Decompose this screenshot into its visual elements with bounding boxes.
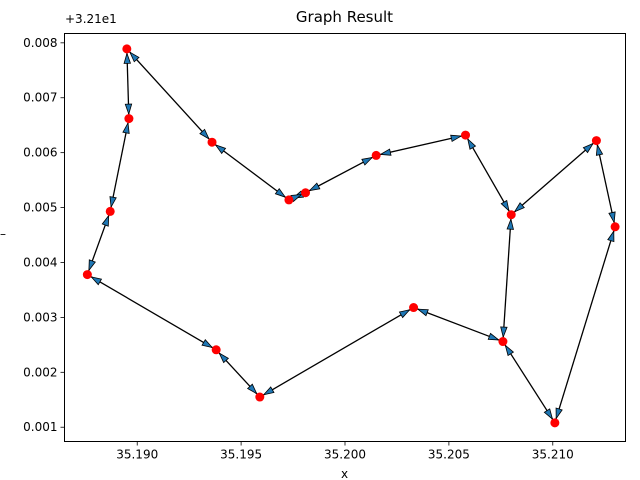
- edge-arrowhead: [214, 144, 227, 155]
- edge-arrowhead: [543, 408, 554, 421]
- graph-node: [211, 345, 221, 355]
- edge-arrowhead: [504, 344, 515, 357]
- graph-node: [124, 114, 134, 124]
- edge-arrowhead: [416, 308, 429, 317]
- graph-edge: [211, 141, 290, 201]
- graph-node: [461, 130, 471, 140]
- y-tick-label: 0.004: [23, 255, 57, 269]
- edge-arrowhead: [124, 103, 133, 116]
- graph-edge: [376, 134, 466, 157]
- edge-arrowhead: [122, 121, 130, 134]
- edge-arrowhead: [513, 202, 525, 213]
- y-tick-label: 0.002: [23, 365, 57, 379]
- graph-edge: [126, 48, 213, 143]
- x-tick-label: 35.205: [428, 448, 470, 462]
- edge-arrowhead: [109, 196, 117, 209]
- edge-arrowhead: [607, 229, 615, 243]
- x-tick-label: 35.190: [116, 448, 158, 462]
- graph-node: [122, 44, 132, 54]
- x-tick-label: 35.200: [324, 448, 366, 462]
- edge-arrowhead: [88, 259, 96, 272]
- edge-arrowhead: [467, 137, 477, 150]
- edge-arrowhead: [199, 128, 210, 140]
- edge-arrowhead: [500, 326, 508, 339]
- graph-node: [550, 418, 560, 428]
- edge-arrowhead: [582, 142, 595, 154]
- edge-arrowhead: [274, 187, 287, 198]
- graph-node: [301, 188, 311, 198]
- edge-arrowhead: [101, 214, 110, 227]
- y-tick-label: 0.003: [23, 310, 57, 324]
- graph-node: [207, 137, 217, 147]
- edge-arrowhead: [608, 211, 616, 224]
- graph-edge: [87, 274, 217, 351]
- graph-edge: [259, 306, 414, 398]
- edge-arrowhead: [218, 352, 230, 364]
- graph-node: [506, 210, 516, 220]
- graph-node: [409, 303, 419, 313]
- chart-title: Graph Result: [296, 8, 393, 26]
- graph-node: [105, 206, 115, 216]
- graph-node: [610, 222, 620, 232]
- y-tick-label: 0.006: [23, 146, 57, 160]
- edge-arrowhead: [308, 182, 321, 192]
- edge-arrowhead: [123, 52, 132, 64]
- edge-arrowhead: [128, 51, 140, 63]
- graph-edge: [502, 341, 556, 424]
- y-offset-label: +3.21e1: [65, 12, 117, 26]
- axis-ticks: 35.190 35.195 35.200 35.205 35.210 0.001 0.002…: [23, 36, 574, 462]
- graph-node: [284, 195, 294, 205]
- edge-arrowhead: [555, 407, 563, 420]
- graph-edge: [502, 214, 512, 342]
- edge-arrowhead: [262, 386, 275, 396]
- y-tick-label: 0.005: [23, 201, 57, 215]
- x-tick-label: 35.210: [532, 448, 574, 462]
- edge-arrowhead: [398, 309, 411, 319]
- x-tick-label: 35.195: [220, 448, 262, 462]
- graph-node: [82, 270, 92, 280]
- plot-area-frame: [64, 33, 626, 442]
- y-tick-label: 0.001: [23, 420, 57, 434]
- y-tick-label: 0.007: [23, 91, 57, 105]
- edge-arrowhead: [487, 332, 500, 341]
- graph-node: [255, 392, 265, 402]
- y-axis-label: –: [0, 227, 6, 241]
- edge-arrowhead: [500, 199, 510, 212]
- edge-arrowhead: [379, 148, 392, 156]
- edge-arrowhead: [201, 339, 214, 349]
- edge-arrowhead: [506, 217, 514, 230]
- y-tick-label: 0.008: [23, 36, 57, 50]
- graph-nodes: [82, 44, 620, 428]
- graph-edge: [109, 118, 130, 212]
- graph-edge: [510, 140, 597, 216]
- x-axis-label: x: [341, 467, 348, 480]
- graph-edge: [554, 226, 616, 424]
- edge-arrowhead: [90, 276, 103, 286]
- graph-edge: [464, 134, 512, 216]
- graph-node: [591, 136, 601, 146]
- edge-arrowhead: [595, 143, 604, 156]
- edge-arrowhead: [246, 383, 258, 395]
- graph-edges: [86, 48, 616, 424]
- edge-arrowhead: [450, 134, 463, 143]
- graph-node: [498, 337, 508, 347]
- graph-node: [371, 150, 381, 160]
- graph-edge: [413, 306, 504, 343]
- edge-arrowhead: [361, 156, 374, 166]
